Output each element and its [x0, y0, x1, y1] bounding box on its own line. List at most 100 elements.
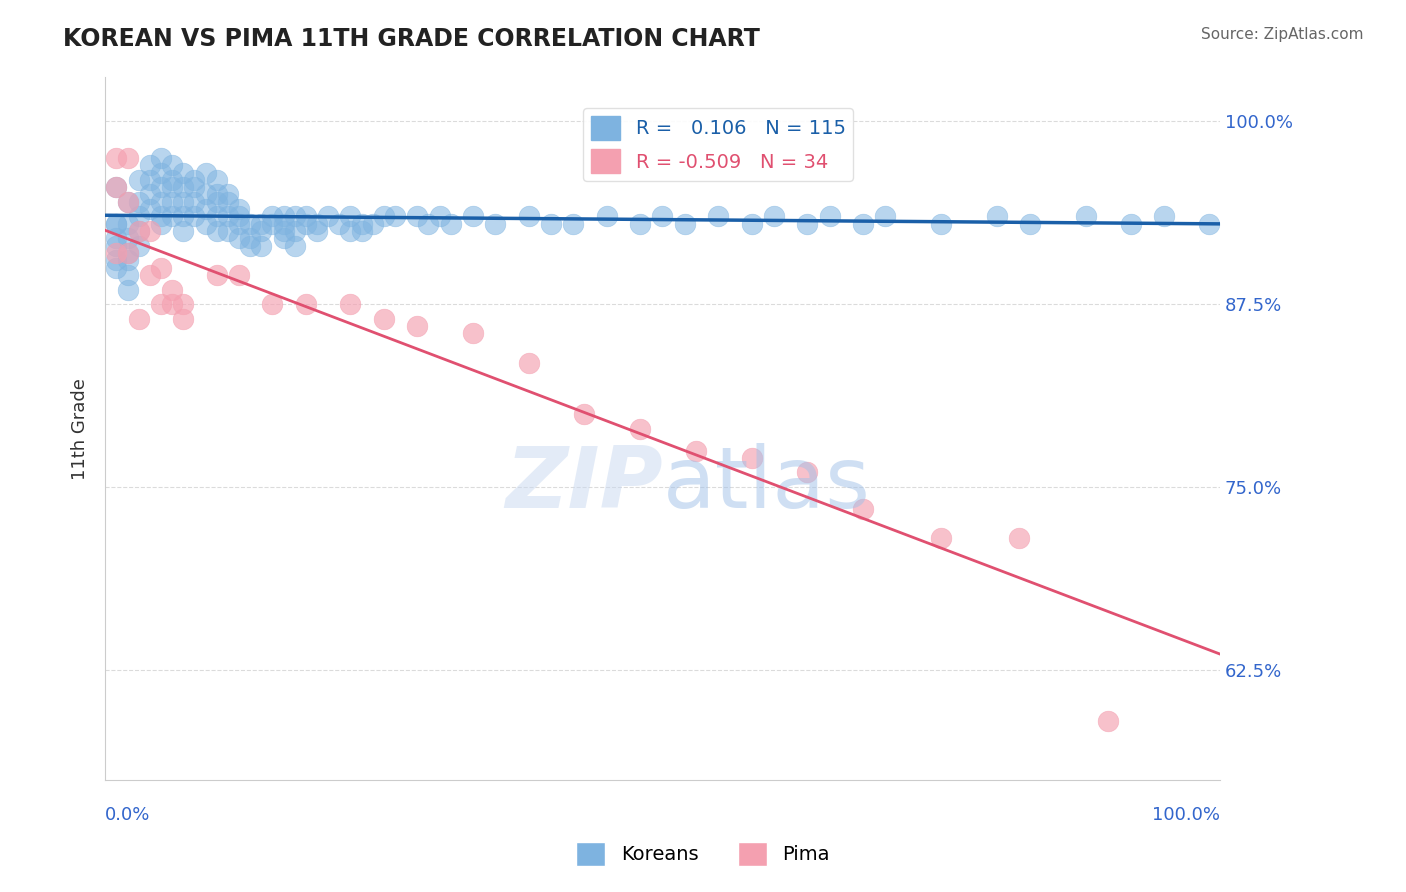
Point [373, 210, 395, 224]
Point [139, 158, 162, 172]
Point [295, 297, 318, 311]
Point [183, 194, 205, 209]
Point [1097, 714, 1119, 729]
Point [105, 238, 128, 252]
Point [350, 217, 373, 231]
Point [105, 217, 128, 231]
Point [117, 253, 139, 268]
Point [284, 238, 307, 252]
Point [628, 217, 651, 231]
Point [117, 268, 139, 282]
Point [160, 210, 183, 224]
Legend: Koreans, Pima: Koreans, Pima [568, 834, 838, 873]
Point [149, 217, 172, 231]
Point [117, 217, 139, 231]
Point [262, 210, 284, 224]
Point [105, 253, 128, 268]
Point [105, 231, 128, 245]
Point [628, 421, 651, 435]
Point [852, 217, 875, 231]
Point [183, 173, 205, 187]
Point [160, 173, 183, 187]
Point [149, 297, 172, 311]
Point [183, 210, 205, 224]
Point [105, 180, 128, 194]
Point [1119, 217, 1142, 231]
Point [128, 173, 150, 187]
Point [128, 238, 150, 252]
Point [172, 297, 194, 311]
Point [1019, 217, 1042, 231]
Point [741, 450, 763, 465]
Point [429, 210, 451, 224]
Point [205, 173, 228, 187]
Point [205, 194, 228, 209]
Point [295, 210, 318, 224]
Point [160, 158, 183, 172]
Point [929, 531, 952, 545]
Point [194, 187, 217, 202]
Point [273, 210, 295, 224]
Point [284, 210, 307, 224]
Point [540, 217, 562, 231]
Point [149, 151, 172, 165]
Point [673, 217, 696, 231]
Point [440, 217, 463, 231]
Point [273, 224, 295, 238]
Point [128, 224, 150, 238]
Point [1008, 531, 1031, 545]
Point [117, 194, 139, 209]
Point [273, 217, 295, 231]
Point [796, 217, 818, 231]
Text: 0.0%: 0.0% [105, 806, 150, 824]
Point [160, 194, 183, 209]
Point [361, 217, 384, 231]
Point [562, 217, 585, 231]
Point [762, 210, 785, 224]
Point [205, 210, 228, 224]
Point [339, 210, 361, 224]
Point [149, 260, 172, 275]
Y-axis label: 11th Grade: 11th Grade [72, 377, 89, 480]
Point [1074, 210, 1097, 224]
Point [128, 311, 150, 326]
Point [741, 217, 763, 231]
Point [239, 238, 262, 252]
Point [328, 217, 350, 231]
Point [172, 311, 194, 326]
Point [149, 180, 172, 194]
Point [149, 194, 172, 209]
Point [139, 202, 162, 216]
Point [128, 194, 150, 209]
Point [986, 210, 1008, 224]
Point [651, 210, 673, 224]
Text: 100.0%: 100.0% [1152, 806, 1220, 824]
Point [707, 210, 730, 224]
Point [350, 224, 373, 238]
Point [250, 224, 273, 238]
Point [517, 356, 540, 370]
Point [128, 224, 150, 238]
Point [105, 217, 128, 231]
Point [384, 210, 406, 224]
Point [796, 466, 818, 480]
Point [194, 217, 217, 231]
Point [139, 173, 162, 187]
Point [228, 231, 250, 245]
Point [273, 231, 295, 245]
Point [574, 407, 596, 421]
Point [239, 231, 262, 245]
Point [929, 217, 952, 231]
Point [228, 268, 250, 282]
Point [228, 210, 250, 224]
Point [418, 217, 440, 231]
Point [295, 217, 318, 231]
Point [172, 194, 194, 209]
Point [284, 224, 307, 238]
Point [262, 297, 284, 311]
Point [117, 151, 139, 165]
Point [160, 297, 183, 311]
Point [139, 268, 162, 282]
Point [818, 210, 841, 224]
Point [262, 217, 284, 231]
